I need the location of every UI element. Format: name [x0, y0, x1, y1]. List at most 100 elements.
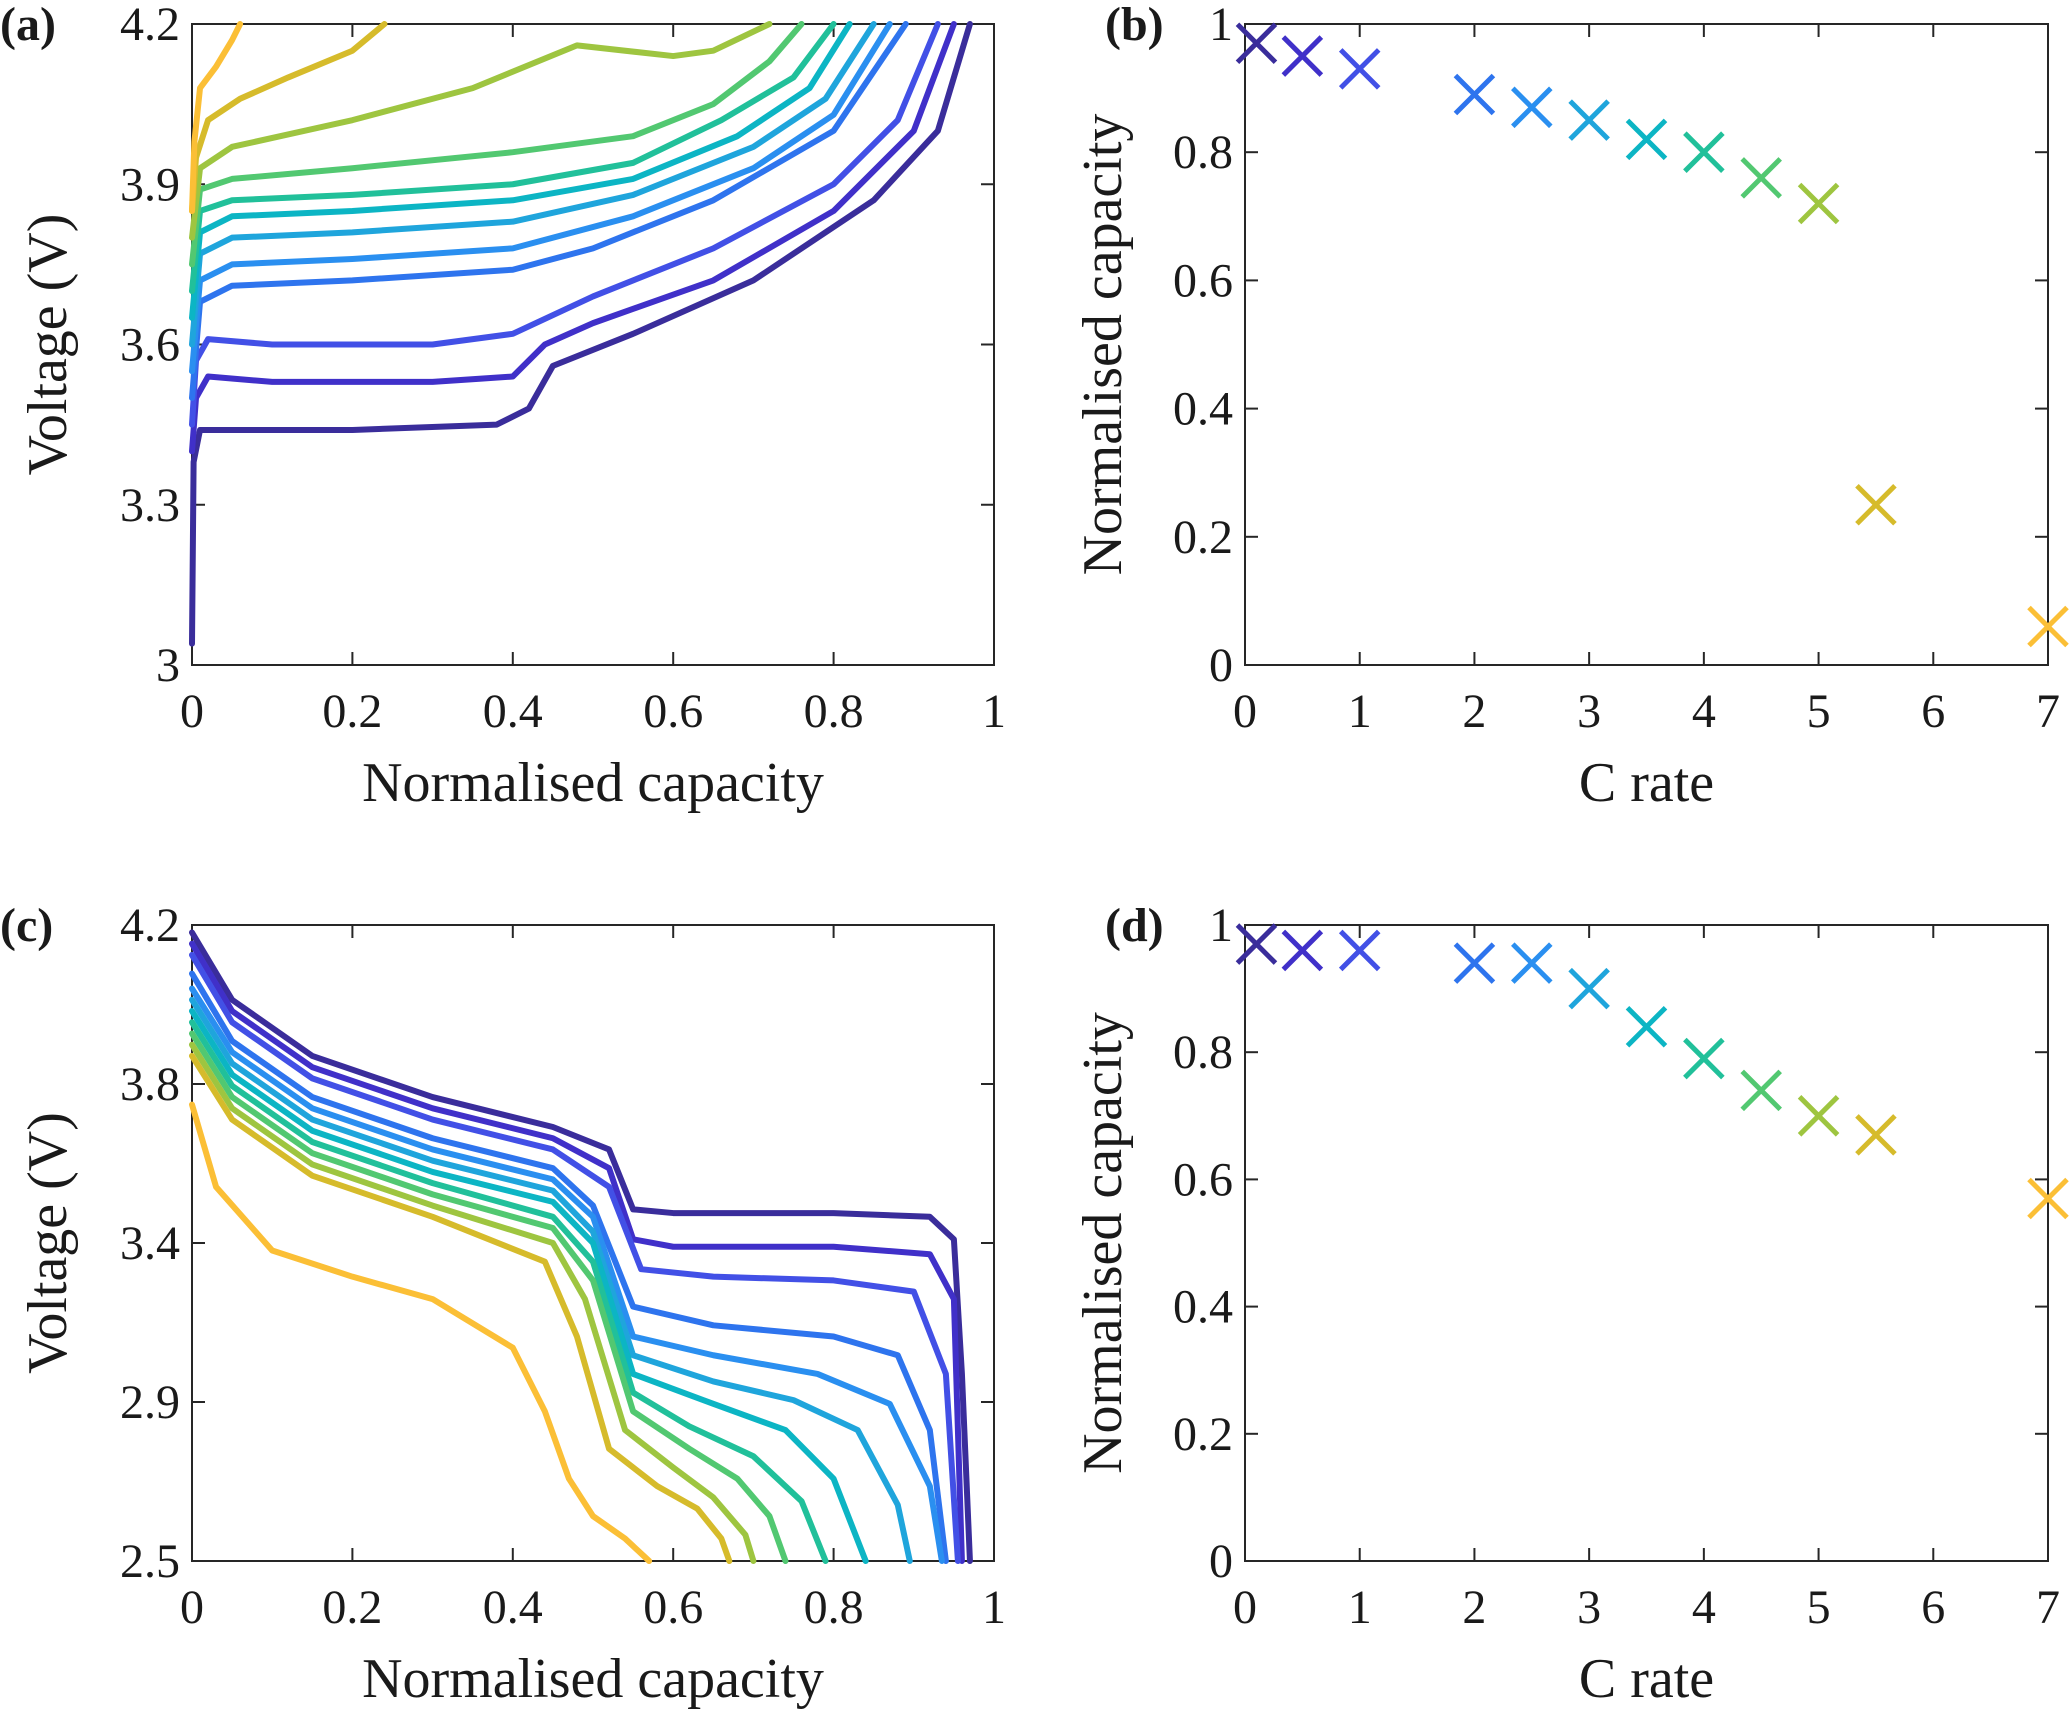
curve — [189, 21, 973, 647]
y-tick-label: 0.4 — [1173, 1281, 1233, 1334]
marker — [1855, 1114, 1897, 1156]
x-tick-label: 1 — [982, 1581, 1006, 1634]
curve — [189, 21, 909, 401]
marker — [1453, 942, 1496, 984]
curve — [189, 951, 961, 1564]
x-tick-label: 5 — [1807, 685, 1831, 738]
y-axis-label: Voltage (V) — [17, 1112, 79, 1374]
x-tick-label: 4 — [1692, 685, 1716, 738]
curve — [189, 21, 837, 295]
y-tick-label: 2.9 — [120, 1376, 180, 1429]
curve — [189, 1041, 757, 1564]
x-axis-label: C rate — [1579, 1648, 1714, 1710]
marker — [1683, 1037, 1725, 1080]
curve — [189, 1052, 733, 1564]
y-tick-label: 1 — [1209, 899, 1233, 952]
y-tick-label: 0.6 — [1173, 1153, 1233, 1206]
x-tick-label: 3 — [1577, 1581, 1601, 1634]
y-tick-label: 0.4 — [1173, 383, 1233, 436]
y-tick-label: 0 — [1209, 1535, 1233, 1588]
x-tick-label: 1 — [1348, 685, 1372, 738]
marker — [2027, 605, 2069, 648]
y-tick-label: 2.5 — [120, 1535, 180, 1588]
y-tick-label: 3.8 — [120, 1058, 180, 1111]
marker — [1338, 48, 1381, 90]
curve — [189, 21, 941, 428]
panel: 0 1 2 3 4 5 6 7 0 0.2 0.4 0.6 0.8 1 C rate Normalised c… — [1072, 899, 2069, 1710]
y-tick-label: 3.3 — [120, 479, 180, 532]
x-tick-label: 2 — [1462, 1581, 1486, 1634]
x-tick-label: 0 — [180, 685, 204, 738]
curve — [189, 940, 965, 1564]
marker — [1568, 99, 1610, 141]
marker — [1453, 73, 1496, 116]
curve — [189, 1030, 789, 1564]
y-axis-label: Voltage (V) — [17, 214, 79, 476]
marker — [1568, 967, 1610, 1010]
x-axis-label: C rate — [1579, 752, 1714, 814]
marker — [1281, 35, 1324, 77]
marker — [1625, 1005, 1668, 1048]
curve — [189, 985, 945, 1564]
curve — [189, 1019, 829, 1564]
x-tick-label: 0.2 — [322, 685, 382, 738]
x-tick-label: 0.8 — [804, 1581, 864, 1634]
x-tick-label: 2 — [1462, 685, 1486, 738]
panel: 0 1 2 3 4 5 6 7 0 0.2 0.4 0.6 0.8 1 C rate Normalised c… — [1072, 0, 2069, 814]
panel-label: (b) — [1105, 0, 1164, 51]
x-axis-label: Normalised capacity — [362, 752, 824, 814]
curve — [189, 21, 853, 321]
plot-area — [1244, 23, 2049, 666]
x-tick-label: 7 — [2036, 685, 2060, 738]
y-axis-label: Normalised capacity — [1072, 114, 1134, 576]
x-tick-label: 0.6 — [643, 685, 703, 738]
marker — [1338, 929, 1381, 972]
marker — [1740, 157, 1782, 199]
curve — [189, 970, 949, 1564]
marker — [1511, 942, 1553, 984]
y-tick-label: 3.6 — [120, 319, 180, 372]
curve — [189, 21, 805, 268]
plot-area — [1244, 924, 2049, 1562]
y-tick-label: 0.8 — [1173, 1026, 1233, 1079]
x-tick-label: 6 — [1921, 1581, 1945, 1634]
x-tick-label: 1 — [1348, 1581, 1372, 1634]
curve — [189, 996, 913, 1564]
marker — [1683, 131, 1725, 173]
y-tick-label: 0.6 — [1173, 254, 1233, 307]
panel: 0 0.2 0.4 0.6 0.8 1 3 3.3 3.6 3.9 4.2 Normalised ca… — [0, 0, 1006, 814]
x-axis-label: Normalised capacity — [362, 1648, 824, 1710]
y-tick-label: 3.9 — [120, 158, 180, 211]
curve — [189, 21, 877, 348]
y-axis-label: Normalised capacity — [1072, 1012, 1134, 1474]
panel: 0 0.2 0.4 0.6 0.8 1 2.5 2.9 3.4 3.8 4.2 Normalised … — [0, 899, 1006, 1710]
y-tick-label: 1 — [1209, 0, 1233, 51]
y-tick-label: 4.2 — [120, 0, 180, 51]
marker — [1235, 923, 1278, 965]
marker — [1855, 483, 1897, 526]
x-tick-label: 0 — [180, 1581, 204, 1634]
x-tick-label: 4 — [1692, 1581, 1716, 1634]
y-tick-label: 3.4 — [120, 1217, 180, 1270]
curve — [189, 1101, 653, 1564]
curve — [189, 21, 893, 375]
marker — [1625, 118, 1668, 161]
curve — [189, 1008, 869, 1564]
x-tick-label: 0.4 — [483, 1581, 543, 1634]
marker — [2027, 1177, 2069, 1220]
marker — [1511, 86, 1553, 129]
y-tick-label: 4.2 — [120, 899, 180, 952]
panel-label: (c) — [0, 899, 53, 952]
x-tick-label: 0 — [1233, 685, 1257, 738]
curve — [189, 21, 244, 214]
marker — [1235, 22, 1278, 64]
marker — [1797, 182, 1840, 225]
y-tick-label: 0.2 — [1173, 1408, 1233, 1461]
panel-label: (a) — [0, 0, 56, 51]
marker — [1281, 929, 1324, 972]
x-tick-label: 1 — [982, 685, 1006, 738]
y-tick-label: 3 — [156, 639, 180, 692]
panel-label: (d) — [1105, 899, 1164, 952]
